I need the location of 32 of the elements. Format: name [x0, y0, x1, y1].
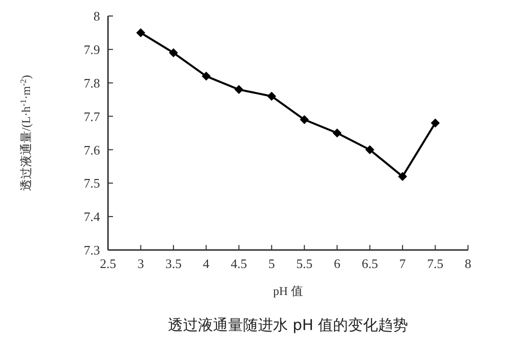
x-tick-label: 3.5: [165, 256, 182, 271]
y-tick-label: 7.6: [84, 142, 100, 158]
x-tick-label: 7: [399, 256, 406, 271]
x-tick-label: 6.5: [362, 256, 378, 271]
point: [430, 118, 440, 128]
x-tick-label: 5: [268, 256, 275, 271]
y-tick-label: 7.3: [84, 242, 100, 258]
x-tick-label: 7.5: [427, 256, 444, 271]
point: [398, 172, 408, 181]
x-axis-title: pH 值: [273, 284, 303, 298]
y-tick-label: 7.9: [84, 42, 100, 57]
point: [202, 72, 211, 81]
point: [267, 92, 276, 101]
x-tick-label: 4: [202, 256, 210, 271]
y-tick-label: 7.4: [84, 209, 100, 224]
x-tick-label: 6: [334, 256, 341, 271]
point: [234, 85, 244, 94]
x-tick-label: 2.5: [100, 256, 116, 271]
x-tick-label: 5.5: [296, 256, 312, 271]
x-tick-label: 8: [464, 256, 472, 271]
y-tick-label: 7.8: [84, 75, 100, 90]
point: [365, 145, 374, 154]
point: [300, 115, 309, 124]
point: [168, 48, 178, 58]
x-tick-label: 3: [137, 256, 144, 271]
x-tick-label: 4.5: [230, 256, 248, 271]
y-tick-label: 7.7: [84, 108, 100, 124]
text: 透过液通量随进水 pH 值的变化趋势: [168, 316, 408, 334]
point: [136, 28, 146, 38]
y-tick-label: 8: [94, 8, 100, 24]
point: [332, 128, 342, 138]
y-tick-label: 7.5: [84, 176, 100, 191]
